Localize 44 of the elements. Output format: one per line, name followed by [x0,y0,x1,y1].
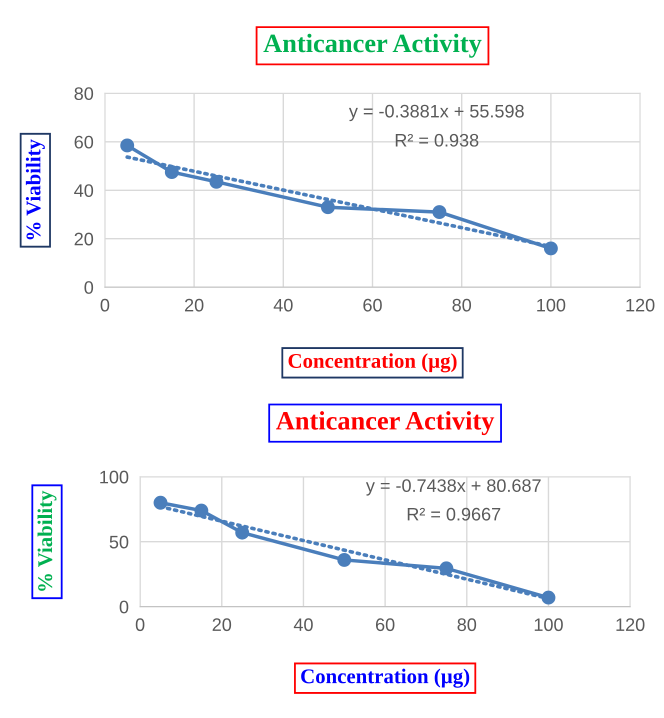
y-tick-label: 100 [100,470,128,484]
y-tick-label: 60 [74,136,94,149]
x-tick-label: 60 [363,298,382,312]
y-tick-label: 0 [120,600,128,614]
x-axis-title: Concentration (µg) [288,353,457,372]
y-axis-title: % Viability [26,139,45,240]
x-axis-title: Concentration (µg) [301,668,470,688]
point [164,165,179,180]
x-tick-label: 80 [458,618,476,632]
x-tick-label: 40 [294,618,313,632]
point [337,552,352,567]
y-axis-title: % Viability [38,490,56,591]
x-tick-label: 120 [626,298,654,312]
x-tick-label: 100 [537,298,566,312]
annotation: y = -0.3881x + 55.598 [348,104,524,122]
point [439,561,454,576]
y-tick-label: 50 [110,536,128,548]
point [194,504,208,518]
y-tick-label: 0 [84,281,94,294]
y-tick-label: 40 [74,184,94,197]
point [320,200,335,214]
x-tick-label: 80 [452,298,472,312]
annotation: R² = 0.938 [396,134,478,147]
x-tick-label: 0 [136,618,144,632]
point [544,241,558,256]
point [154,496,168,510]
x-tick-label: 100 [534,618,563,632]
point [235,526,250,540]
x-tick-label: 120 [616,618,644,632]
x-tick-label: 40 [274,298,293,312]
point [432,205,446,220]
x-tick-label: 20 [184,298,204,312]
point [120,138,134,152]
point [209,174,224,189]
point [542,590,556,605]
y-tick-label: 20 [74,232,94,246]
x-tick-label: 60 [376,618,394,632]
chart-title: Anticancer Activity [276,411,494,436]
annotation: y = -0.7438x + 80.687 [366,479,541,496]
chart-title: Anticancer Activity [263,34,482,58]
x-tick-label: 20 [212,618,232,632]
annotation: R² = 0.9667 [408,508,500,521]
x-tick-label: 0 [100,298,110,312]
y-tick-label: 80 [74,87,94,100]
